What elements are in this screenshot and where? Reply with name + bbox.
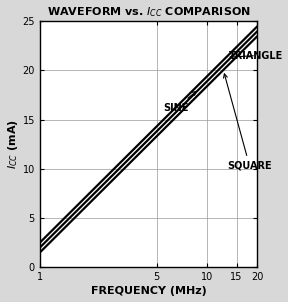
X-axis label: FREQUENCY (MHz): FREQUENCY (MHz) <box>91 286 206 297</box>
Text: SINE: SINE <box>164 92 196 113</box>
Text: SQUARE: SQUARE <box>223 74 272 171</box>
Title: WAVEFORM vs. $I_{CC}$ COMPARISON: WAVEFORM vs. $I_{CC}$ COMPARISON <box>47 5 251 19</box>
Text: TRIANGLE: TRIANGLE <box>229 51 283 61</box>
Y-axis label: $I_{CC}$ (mA): $I_{CC}$ (mA) <box>5 119 20 169</box>
